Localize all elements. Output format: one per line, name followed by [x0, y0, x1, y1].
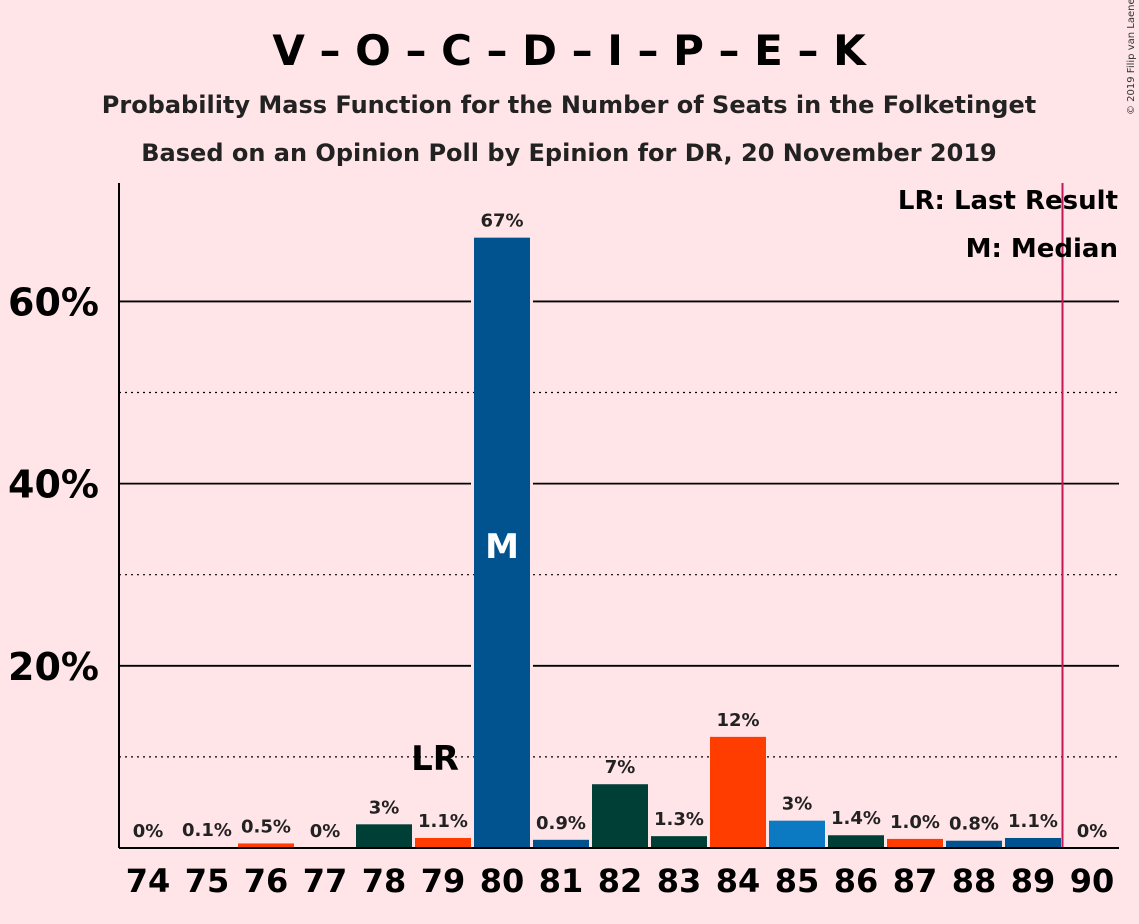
value-label-seat-82: 7% — [605, 757, 636, 778]
value-label-seat-84: 12% — [716, 710, 759, 731]
x-tick-seat-80: 80 — [480, 862, 525, 900]
bar-seat-79 — [415, 837, 471, 848]
value-label-seat-89: 1.1% — [1008, 811, 1058, 832]
bar-seat-88 — [946, 840, 1002, 848]
value-label-seat-78: 3% — [369, 797, 400, 818]
y-tick-label: 60% — [8, 280, 99, 324]
gridline-gap-left — [471, 299, 474, 304]
legend-median: M: Median — [966, 234, 1118, 264]
annotation-marks: LR M — [411, 183, 1064, 848]
bar-seat-81 — [533, 839, 589, 848]
x-tick-seat-74: 74 — [126, 862, 171, 900]
value-label-seat-76: 0.5% — [241, 816, 291, 837]
chart-subtitle-1: Probability Mass Function for the Number… — [102, 91, 1036, 119]
x-tick-seat-81: 81 — [539, 862, 584, 900]
value-label-seat-74: 0% — [133, 821, 164, 842]
x-tick-seat-78: 78 — [362, 862, 407, 900]
x-tick-seat-85: 85 — [775, 862, 820, 900]
value-label-seat-85: 3% — [782, 794, 813, 815]
value-label-seat-83: 1.3% — [654, 809, 704, 830]
chart-subtitle-2: Based on an Opinion Poll by Epinion for … — [141, 139, 996, 167]
y-tick-label: 40% — [8, 463, 99, 507]
last-result-marker: LR — [411, 739, 459, 779]
x-tick-seat-84: 84 — [716, 862, 761, 900]
gridline-gap-left — [471, 481, 474, 486]
copyright-note: © 2019 Filip van Laenen — [1126, 0, 1137, 115]
data-labels: 0% 0.1% 0.5% 0% 3% 1.1% 67% 0.9% 7% 1.3% 12% 3% 1.4%… — [133, 211, 1108, 842]
y-tick-label: 20% — [8, 645, 99, 689]
gridline-gap-right — [530, 299, 533, 304]
bar-seat-80 — [474, 237, 530, 848]
value-label-seat-79: 1.1% — [418, 811, 468, 832]
bar-series — [179, 237, 1061, 848]
value-label-seat-75: 0.1% — [182, 820, 232, 841]
bar-seat-86 — [828, 835, 884, 848]
chart-title: V – O – C – D – I – P – E – K — [272, 26, 867, 75]
x-tick-seat-79: 79 — [421, 862, 466, 900]
x-tick-seat-75: 75 — [185, 862, 230, 900]
bar-seat-76 — [238, 843, 294, 848]
bar-seat-84 — [710, 736, 766, 848]
x-tick-seat-86: 86 — [834, 862, 879, 900]
bar-seat-78 — [356, 824, 412, 848]
gridline-gap-right — [530, 481, 533, 486]
value-label-seat-90: 0% — [1077, 821, 1108, 842]
value-label-seat-81: 0.9% — [536, 813, 586, 834]
x-tick-seat-76: 76 — [244, 862, 289, 900]
value-label-seat-77: 0% — [310, 821, 341, 842]
x-tick-seat-90: 90 — [1070, 862, 1115, 900]
gridline-gap-right — [530, 663, 533, 668]
x-tick-seat-83: 83 — [657, 862, 702, 900]
x-tick-seat-77: 77 — [303, 862, 348, 900]
x-tick-seat-89: 89 — [1011, 862, 1056, 900]
bar-seat-89 — [1005, 837, 1061, 848]
value-label-seat-86: 1.4% — [831, 808, 881, 829]
legend-last-result: LR: Last Result — [898, 186, 1118, 216]
bar-seat-85 — [769, 820, 825, 848]
gridline-gap-left — [471, 663, 474, 668]
bar-seat-87 — [887, 838, 943, 848]
bar-seat-83 — [651, 836, 707, 848]
x-tick-seat-82: 82 — [598, 862, 643, 900]
grid-lines — [119, 299, 1119, 758]
value-label-seat-80: 67% — [480, 211, 523, 232]
x-axis-ticks: 74 75 76 77 78 79 80 81 82 83 84 85 86 87 88 89 90 — [126, 862, 1115, 900]
x-tick-seat-88: 88 — [952, 862, 997, 900]
value-label-seat-88: 0.8% — [949, 814, 999, 835]
median-marker: M — [485, 527, 519, 567]
bar-seat-82 — [592, 784, 648, 848]
x-tick-seat-87: 87 — [893, 862, 938, 900]
value-label-seat-87: 1.0% — [890, 812, 940, 833]
y-axis-ticks: 20% 40% 60% — [8, 280, 99, 688]
